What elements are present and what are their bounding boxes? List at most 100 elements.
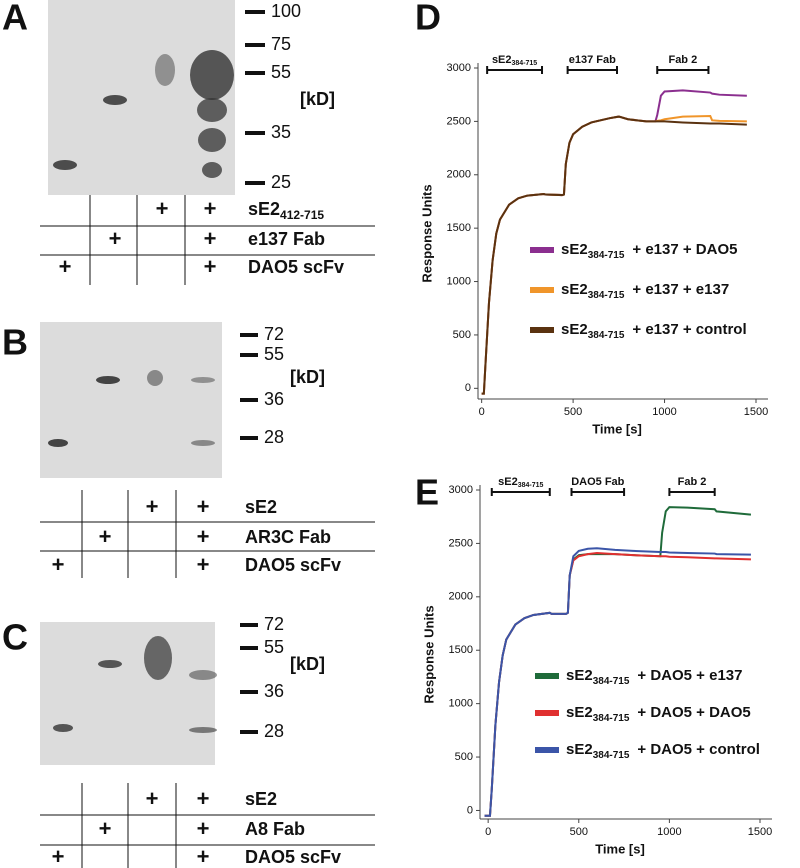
plus-sign: + (204, 196, 217, 221)
legend-name: + DAO5 + e137 (637, 667, 742, 684)
plus-sign: + (99, 816, 112, 841)
gel-band (98, 660, 122, 668)
plus-sign: + (156, 196, 169, 221)
gel-band (191, 377, 215, 383)
legend-name: + DAO5 + DAO5 (637, 704, 750, 721)
legend-name: + e137 + DAO5 (632, 241, 737, 258)
gel-band (190, 50, 234, 100)
panel-letter: B (2, 322, 28, 363)
row-label-text: AR3C Fab (245, 527, 331, 547)
panel-letter: A (2, 0, 28, 38)
x-tick-label: 1500 (748, 826, 772, 838)
legend-prefix: sE2 (566, 667, 593, 684)
gel-band (189, 727, 217, 733)
panel-letter: E (415, 472, 439, 513)
marker-label: 55 (264, 637, 284, 657)
row-label: e137 Fab (248, 229, 325, 249)
row-label-text: e137 Fab (248, 229, 325, 249)
legend-prefix: sE2 (561, 281, 588, 298)
x-axis-label: Time [s] (595, 841, 645, 856)
legend-sub: 384-715 (593, 676, 630, 687)
y-tick-label: 3000 (449, 484, 473, 496)
x-tick-label: 1000 (657, 826, 681, 838)
data-line (484, 547, 751, 817)
plus-sign: + (52, 552, 65, 577)
legend-label: sE2384-715 + e137 + control (561, 321, 747, 341)
row-label: AR3C Fab (245, 527, 331, 547)
plus-sign: + (204, 254, 217, 279)
annotation-bracket (668, 488, 716, 496)
x-axis-label: Time [s] (592, 421, 642, 436)
row-label-text: sE2 (245, 497, 277, 517)
plus-sign: + (59, 254, 72, 279)
marker-label: 25 (271, 172, 291, 192)
y-axis-label: Response Units (419, 184, 434, 282)
y-tick-label: 3000 (447, 62, 471, 74)
gel-band (147, 370, 163, 386)
row-label: sE2 (245, 497, 277, 517)
x-tick-label: 500 (564, 406, 582, 418)
y-tick-label: 2000 (449, 591, 473, 603)
legend-label: sE2384-715 + e137 + DAO5 (561, 241, 737, 261)
y-tick-label: 500 (455, 751, 473, 763)
legend-sub: 384-715 (588, 330, 625, 341)
marker-label: 75 (271, 34, 291, 54)
y-tick-label: 2000 (447, 169, 471, 181)
legend-prefix: sE2 (566, 741, 593, 758)
annotation-bracket (570, 488, 626, 496)
gel-band (197, 98, 227, 122)
row-label-text: DAO5 scFv (245, 555, 341, 575)
legend-sub: 384-715 (593, 713, 630, 724)
legend-label: sE2384-715 + DAO5 + DAO5 (566, 704, 751, 724)
annotation-bracket (486, 66, 544, 74)
gel-band (103, 95, 127, 105)
row-label: DAO5 scFv (248, 257, 344, 277)
annotation-text: DAO5 Fab (571, 476, 624, 488)
plus-sign: + (146, 494, 159, 519)
x-tick-label: 1500 (744, 406, 768, 418)
marker-label: 36 (264, 681, 284, 701)
gel-band (202, 162, 222, 178)
row-label-text: sE2 (248, 199, 280, 219)
plus-sign: + (197, 844, 210, 868)
y-tick-label: 2500 (447, 115, 471, 127)
plus-sign: + (197, 816, 210, 841)
gel-band (48, 439, 68, 447)
annotation-text: Fab 2 (668, 54, 697, 66)
plus-sign: + (197, 786, 210, 811)
plus-sign: + (197, 552, 210, 577)
legend-prefix: sE2 (566, 704, 593, 721)
row-label-text: sE2 (245, 789, 277, 809)
gel-band (189, 670, 217, 680)
x-tick-label: 500 (570, 826, 588, 838)
annotation-label: sE2384-715 (498, 476, 543, 489)
y-tick-label: 1500 (447, 222, 471, 234)
data-line (481, 115, 747, 395)
annotation-label: Fab 2 (678, 476, 707, 488)
y-tick-label: 0 (465, 382, 471, 394)
gel-band (96, 376, 120, 384)
plus-sign: + (197, 494, 210, 519)
annotation-text: Fab 2 (678, 476, 707, 488)
y-axis-label: Response Units (421, 605, 436, 703)
legend-name: + DAO5 + control (637, 741, 760, 758)
annotation-label: sE2384-715 (492, 54, 537, 67)
row-label: sE2412-715 (248, 199, 324, 222)
legend-prefix: sE2 (561, 241, 588, 258)
legend-sub: 384-715 (588, 250, 625, 261)
marker-label: 55 (264, 344, 284, 364)
plus-sign: + (204, 226, 217, 251)
marker-label: 55 (271, 62, 291, 82)
row-label-text: A8 Fab (245, 819, 305, 839)
legend-sub: 384-715 (588, 290, 625, 301)
y-tick-label: 1000 (449, 698, 473, 710)
marker-label: 28 (264, 721, 284, 741)
legend-label: sE2384-715 + DAO5 + e137 (566, 667, 742, 687)
plus-sign: + (109, 226, 122, 251)
gel-band (53, 724, 73, 732)
y-tick-label: 500 (453, 329, 471, 341)
plus-sign: + (197, 524, 210, 549)
annotation-bracket (566, 66, 618, 74)
annotation-label: DAO5 Fab (571, 476, 624, 488)
